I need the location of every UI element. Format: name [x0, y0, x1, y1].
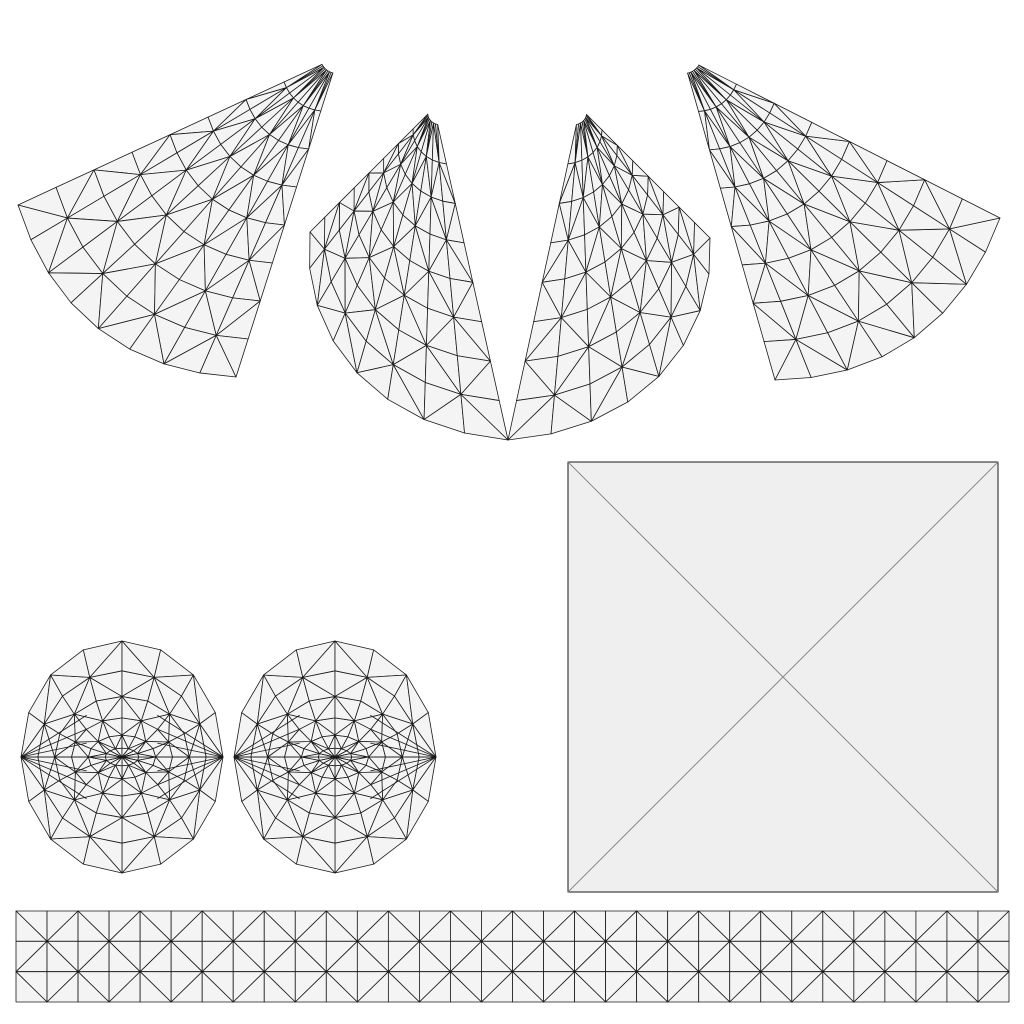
strip-tri	[263, 971, 296, 1003]
fan-lobe-4-tri	[877, 160, 926, 183]
disc-tri	[366, 649, 407, 678]
strip-tri	[77, 971, 110, 1003]
disc-pole-spoke	[233, 756, 300, 772]
fan-lobe-2-tri	[460, 393, 509, 441]
disc-pole-spoke	[370, 756, 437, 772]
disc-pole-spoke	[370, 714, 437, 758]
strip-tri	[387, 971, 420, 1003]
fan-lobe-1-tri	[215, 334, 249, 378]
fan-lobe-4-tri	[733, 83, 775, 104]
strip-tri	[698, 971, 731, 1003]
strip-tri	[15, 971, 48, 1003]
disc-pole-spoke	[157, 728, 224, 758]
disc-pole-spoke	[233, 756, 300, 800]
square-diagonal	[567, 461, 999, 893]
strip-tri	[946, 971, 979, 1003]
strip-tri	[884, 971, 917, 1003]
uv-island-square	[567, 461, 999, 893]
fan-lobe-2-tri	[453, 316, 491, 362]
disc-tri	[350, 753, 370, 758]
disc-pole-spoke	[233, 728, 300, 758]
fan-lobe-3-tri	[662, 191, 680, 216]
fan-lobe-4-tri	[949, 198, 1001, 230]
disc-pole-spoke	[157, 756, 224, 786]
disc-pole-spoke	[233, 756, 300, 786]
disc-pole-spoke	[157, 714, 224, 758]
strip-tri	[760, 971, 793, 1003]
disc-pole-spoke	[370, 756, 437, 786]
strip-tri	[325, 971, 358, 1003]
strip-tri	[977, 971, 1010, 1003]
fan-lobe-2-tri	[438, 162, 456, 204]
fan-lobe-3-tri	[693, 222, 711, 255]
disc-pole-spoke	[20, 714, 87, 758]
disc-pole-spoke	[370, 728, 437, 758]
fan-lobe-2-tri	[437, 124, 447, 165]
uv-island-disc-right	[233, 640, 437, 874]
fan-lobe-4-tri	[805, 122, 850, 142]
disc-pole-spoke	[157, 756, 224, 772]
strip-tri	[450, 971, 482, 1003]
disc-pole-spoke	[20, 756, 87, 786]
disc-pole-spoke	[157, 742, 224, 758]
fan-lobe-3-tri	[631, 160, 649, 177]
uv-island-disc-left	[20, 640, 224, 874]
fan-lobe-1-tri	[308, 109, 322, 150]
disc-tri	[137, 753, 157, 758]
strip-tri	[822, 971, 855, 1003]
uv-island-fan	[17, 64, 1001, 441]
uv-island-strip	[15, 910, 1010, 1003]
strip-tri	[201, 971, 234, 1003]
strip-tri	[512, 971, 544, 1003]
disc-tri	[153, 649, 194, 678]
fan-lobe-2-tri	[368, 157, 385, 174]
disc-pole-spoke	[370, 756, 437, 800]
strip-tri	[574, 971, 606, 1003]
disc-pole-spoke	[233, 714, 300, 758]
fan-lobe-2-tri	[445, 239, 474, 283]
disc-pole-spoke	[157, 756, 224, 800]
fan-lobe-1-tri	[248, 259, 273, 302]
disc-pole-spoke	[370, 742, 437, 758]
disc-tri	[50, 836, 91, 865]
fan-lobe-1-tri	[281, 184, 297, 226]
disc-pole-spoke	[20, 742, 87, 758]
strip-tri	[636, 971, 669, 1003]
disc-pole-spoke	[233, 742, 300, 758]
disc-pole-spoke	[20, 728, 87, 758]
fan-lobe-3-tri	[601, 129, 618, 146]
disc-tri	[263, 836, 304, 865]
disc-pole-spoke	[20, 756, 87, 772]
disc-pole-spoke	[20, 756, 87, 800]
strip-tri	[139, 971, 172, 1003]
